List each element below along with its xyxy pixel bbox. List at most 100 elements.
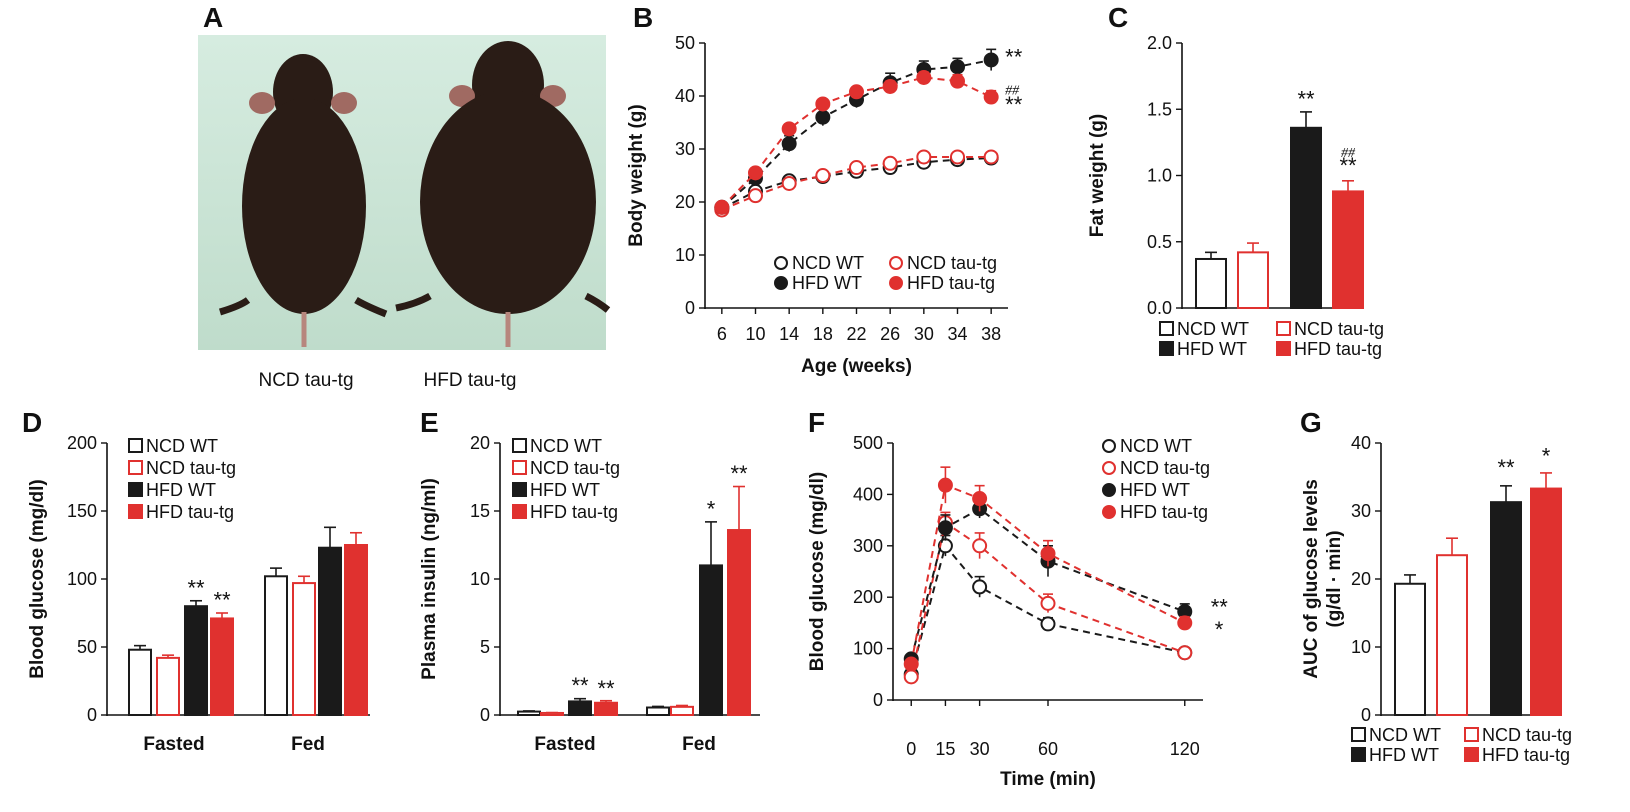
legend-label: NCD WT	[1369, 725, 1441, 745]
y-tick-label: 50	[77, 637, 97, 657]
series-hfd-tau-tg	[714, 69, 999, 215]
legend-label: NCD WT	[1177, 319, 1249, 339]
y-tick-label: 40	[1351, 433, 1371, 453]
legend-item-hfd-tau-tg: HFD tau-tg	[889, 273, 995, 293]
data-point	[1040, 546, 1056, 562]
significance-mark: **	[1297, 87, 1315, 112]
data-point	[972, 579, 988, 595]
bar-hfd-tau-tg	[1332, 180, 1364, 309]
x-tick-label: 0	[906, 739, 916, 759]
legend-label: NCD tau-tg	[1482, 725, 1572, 745]
category-label-fed: Fed	[682, 734, 716, 755]
series-line	[910, 507, 1186, 660]
legend-label: HFD tau-tg	[146, 502, 234, 522]
y-tick-label: 200	[853, 587, 883, 607]
data-point	[781, 121, 797, 137]
data-point	[815, 96, 831, 112]
legend-swatch	[512, 482, 527, 497]
legend-item-ncd-tau-tg: NCD tau-tg	[1464, 725, 1572, 745]
bar-ncd-tau-tg	[1436, 537, 1468, 717]
significance-mark: *	[1215, 617, 1224, 642]
data-point	[815, 168, 831, 183]
bar-rect	[344, 544, 368, 716]
data-point	[903, 656, 919, 672]
legend-swatch	[1351, 747, 1366, 762]
legend-item-ncd-wt: NCD WT	[1351, 725, 1441, 745]
x-tick-label: 26	[880, 324, 900, 344]
significance-mark: **	[1339, 153, 1357, 178]
legend-marker	[889, 256, 903, 270]
legend-item-hfd-tau-tg: HFD tau-tg	[128, 502, 234, 522]
data-point	[748, 165, 763, 181]
significance-mark: **	[213, 588, 231, 613]
panel-g: 0 10 20 30 40 G AUC of glucose levels (g/dl · m…	[1300, 407, 1572, 765]
y-axis-title: Blood glucose (mg/dl)	[807, 472, 828, 672]
data-point	[950, 73, 965, 89]
y-axis-title: Fat weight (g)	[1087, 114, 1108, 237]
legend-label: HFD WT	[1177, 339, 1247, 359]
bar-rect	[156, 656, 180, 717]
bar-rect	[1436, 554, 1468, 717]
photo-label-ncd-tau-tg: NCD tau-tg	[258, 370, 353, 391]
x-tick-label: 22	[846, 324, 866, 344]
y-tick-label: 500	[853, 433, 883, 453]
legend-label: NCD tau-tg	[530, 458, 620, 478]
legend-label: HFD tau-tg	[907, 273, 995, 293]
legend-swatch	[128, 504, 143, 519]
bar-rect	[1195, 257, 1227, 310]
data-point	[983, 89, 999, 105]
y-tick-label: 30	[675, 139, 695, 159]
panel-letter: B	[633, 2, 653, 33]
x-tick-label: 18	[813, 324, 833, 344]
y-tick-label: 100	[853, 639, 883, 659]
significance-mark: **	[1005, 92, 1023, 117]
bar-hfd-wt-fed	[318, 526, 342, 716]
significance-mark: **	[1005, 44, 1023, 69]
panel-letter: C	[1108, 2, 1128, 33]
legend-label: NCD tau-tg	[146, 458, 236, 478]
legend-marker	[889, 276, 903, 290]
bar-rect	[1332, 190, 1364, 309]
significance-mark: **	[187, 575, 205, 600]
significance-mark: **	[730, 461, 748, 486]
legend-item-hfd-wt: HFD WT	[1102, 480, 1190, 500]
legend-label: HFD WT	[146, 480, 216, 500]
legend-label: HFD WT	[1120, 480, 1190, 500]
bar-rect	[699, 564, 723, 717]
bar-ncd-tau-tg-fed	[292, 575, 316, 717]
data-point	[748, 188, 763, 204]
panel-letter: F	[808, 407, 825, 438]
series-ncd-tau-tg	[714, 149, 999, 218]
data-point	[950, 149, 965, 165]
bar-rect	[1394, 582, 1426, 717]
bar-rect	[184, 605, 208, 717]
legend-item-ncd-wt: NCD WT	[1102, 436, 1192, 456]
bar-rect	[318, 546, 342, 716]
data-point	[882, 78, 898, 94]
bar-rect	[517, 710, 541, 716]
significance-mark: **	[1497, 455, 1515, 480]
legend-item-hfd-tau-tg: HFD tau-tg	[1102, 502, 1208, 522]
category-label-fasted: Fasted	[534, 734, 595, 755]
legend-item-ncd-tau-tg: NCD tau-tg	[1102, 458, 1210, 478]
y-tick-label: 20	[470, 433, 490, 453]
legend-item-hfd-wt: HFD WT	[1159, 339, 1247, 359]
y-tick-label: 200	[67, 433, 97, 453]
y-tick-label: 20	[675, 192, 695, 212]
legend-label: NCD tau-tg	[907, 253, 997, 273]
legend-swatch	[512, 460, 527, 475]
legend-swatch	[128, 482, 143, 497]
bar-rect	[128, 648, 152, 716]
bar-ncd-tau-tg	[1237, 242, 1269, 310]
legend-label: HFD WT	[1369, 745, 1439, 765]
legend-label: NCD WT	[792, 253, 864, 273]
bar-rect	[568, 700, 592, 717]
series-hfd-wt	[903, 498, 1193, 667]
y-tick-label: 1.0	[1147, 166, 1172, 186]
x-axis-title: Age (weeks)	[801, 356, 912, 377]
data-point	[972, 538, 988, 554]
data-point	[781, 175, 797, 191]
y-tick-label: 1.5	[1147, 99, 1172, 119]
legend-label: NCD tau-tg	[1120, 458, 1210, 478]
bar-ncd-wt-fasted	[128, 644, 152, 716]
